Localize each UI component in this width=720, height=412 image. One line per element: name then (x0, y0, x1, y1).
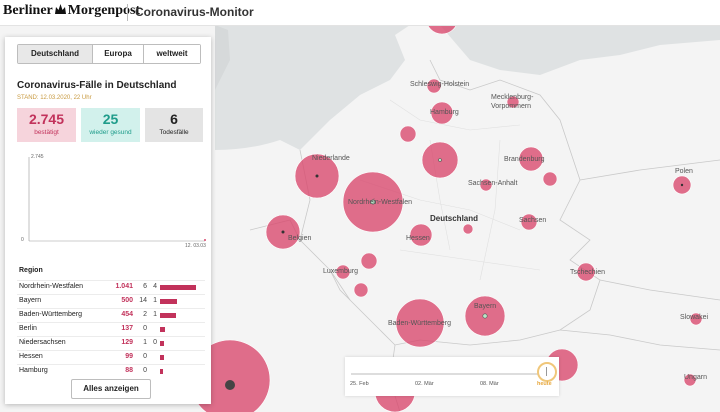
info-panel: Deutschland Europa weltweit Coronavirus-… (5, 37, 211, 404)
table-row[interactable]: Berlin 137 0 (17, 322, 205, 336)
region-table: Nordrhein-Westfalen 1.041 6 4 Bayern 500 14 1 Ba… (17, 280, 205, 378)
region-bar (160, 285, 196, 290)
deaths-value: 6 (170, 111, 178, 127)
region-confirmed: 99 (125, 353, 133, 360)
region-deaths: 1 (153, 311, 157, 318)
tab-europa[interactable]: Europa (93, 45, 144, 63)
timeline-label-2: 02. Mär (415, 381, 434, 387)
region-bar (160, 327, 165, 332)
map-label-ungarn: Ungarn (684, 374, 707, 381)
region-name: Hessen (19, 353, 43, 360)
show-all-button[interactable]: Alles anzeigen (71, 379, 151, 399)
map-label-sachsen: Sachsen (519, 217, 547, 224)
site-header: Berliner Morgenpost Coronavirus-Monitor (0, 0, 720, 26)
cases-chart: 2.745 0 12. 03.03 (15, 151, 209, 249)
selected-markers (370, 158, 488, 319)
recovered-label: wieder gesund (89, 129, 132, 136)
data-timestamp: STAND: 12.03.2020, 22 Uhr (17, 95, 92, 101)
page-title: Coronavirus-Monitor (135, 5, 254, 19)
region-bar (160, 341, 165, 346)
region-deaths: 1 (153, 297, 157, 304)
table-row[interactable]: Hamburg 88 0 (17, 364, 205, 378)
bubble-centers (225, 174, 684, 390)
timeline-label-1: 25. Feb (350, 381, 369, 387)
confirmed-stat: 2.745 bestätigt (17, 108, 76, 142)
region-name: Niedersachsen (19, 339, 66, 346)
region-bar (160, 355, 164, 360)
map-label-luxemburg: Luxemburg (323, 268, 359, 275)
region-name: Bayern (19, 297, 42, 304)
header-divider (127, 4, 128, 21)
region-recovered: 14 (139, 297, 147, 304)
confirmed-value: 2.745 (28, 111, 65, 127)
region-recovered: 0 (143, 353, 147, 360)
map-label-hessen: Hessen (406, 235, 430, 242)
site-logo[interactable]: Berliner Morgenpost (3, 3, 140, 19)
region-tabs: Deutschland Europa weltweit (17, 44, 201, 64)
chart-y-tick-min: 0 (21, 237, 24, 243)
map-label-tschechien: Tschechien (570, 269, 606, 276)
timeline-label-3: 08. Mär (480, 381, 499, 387)
map-label-slowakei: Slowakei (680, 314, 709, 321)
tab-weltweit[interactable]: weltweit (144, 45, 200, 63)
recovered-value: 25 (102, 111, 119, 127)
recovered-stat: 25 wieder gesund (81, 108, 140, 142)
table-row[interactable]: Niedersachsen 129 1 0 (17, 336, 205, 350)
region-column-header: Region (19, 267, 43, 274)
map-label-mecklenburg: Mecklenburg- (491, 94, 534, 101)
region-name: Berlin (19, 325, 37, 332)
timeline-track[interactable] (351, 373, 551, 375)
region-name: Hamburg (19, 367, 48, 374)
map-label-nrw: Nordrhein-Westfalen (348, 199, 413, 206)
map-label-belgien: Belgien (288, 235, 312, 242)
chart-x-tick: 12. 03.03 (185, 243, 206, 249)
map-label-brandenburg: Brandenburg (504, 156, 545, 163)
confirmed-label: bestätigt (34, 129, 59, 136)
region-confirmed: 137 (121, 325, 133, 332)
map-label-niederlande: Niederlande (312, 155, 350, 162)
timeline-handle[interactable] (537, 362, 557, 382)
region-recovered: 0 (143, 367, 147, 374)
deaths-stat: 6 Todesfälle (145, 108, 203, 142)
crest-icon (54, 4, 66, 14)
chart-svg (28, 157, 206, 242)
panel-title: Coronavirus-Fälle in Deutschland (17, 80, 177, 91)
region-recovered: 1 (143, 339, 147, 346)
region-recovered: 0 (143, 325, 147, 332)
map-label-bw: Baden-Württemberg (388, 320, 452, 327)
map-label-schleswig: Schleswig-Holstein (410, 81, 470, 88)
region-name: Baden-Württemberg (19, 311, 83, 318)
region-deaths: 0 (153, 339, 157, 346)
map-label-polen: Polen (675, 168, 693, 175)
timeline-slider[interactable]: 25. Feb 02. Mär 08. Mär heute (345, 357, 559, 396)
region-confirmed: 500 (121, 297, 133, 304)
region-recovered: 6 (143, 283, 147, 290)
table-row[interactable]: Hessen 99 0 (17, 350, 205, 364)
map-label-deutschland: Deutschland (430, 214, 479, 223)
region-confirmed: 454 (121, 311, 133, 318)
region-confirmed: 1.041 (115, 283, 133, 290)
table-row[interactable]: Nordrhein-Westfalen 1.041 6 4 (17, 280, 205, 294)
chart-y-tick-max: 2.745 (31, 154, 44, 160)
map-label-vorpommern: Vorpommern (491, 103, 532, 110)
timeline-label-today: heute (537, 381, 552, 387)
region-deaths: 4 (153, 283, 157, 290)
table-row[interactable]: Baden-Württemberg 454 2 1 (17, 308, 205, 322)
region-bar (160, 369, 163, 374)
map-label-sachsen-anhalt: Sachsen-Anhalt (468, 180, 518, 187)
logo-left: Berliner (3, 3, 53, 18)
table-row[interactable]: Bayern 500 14 1 (17, 294, 205, 308)
region-confirmed: 129 (121, 339, 133, 346)
region-recovered: 2 (143, 311, 147, 318)
deaths-label: Todesfälle (159, 129, 189, 136)
region-confirmed: 88 (125, 367, 133, 374)
region-name: Nordrhein-Westfalen (19, 283, 84, 290)
region-bar (160, 299, 178, 304)
logo-right: Morgenpost (67, 3, 141, 18)
tab-deutschland[interactable]: Deutschland (18, 45, 93, 63)
region-bar (160, 313, 176, 318)
map-label-hamburg: Hamburg (430, 109, 459, 116)
map-label-bayern: Bayern (474, 303, 497, 310)
